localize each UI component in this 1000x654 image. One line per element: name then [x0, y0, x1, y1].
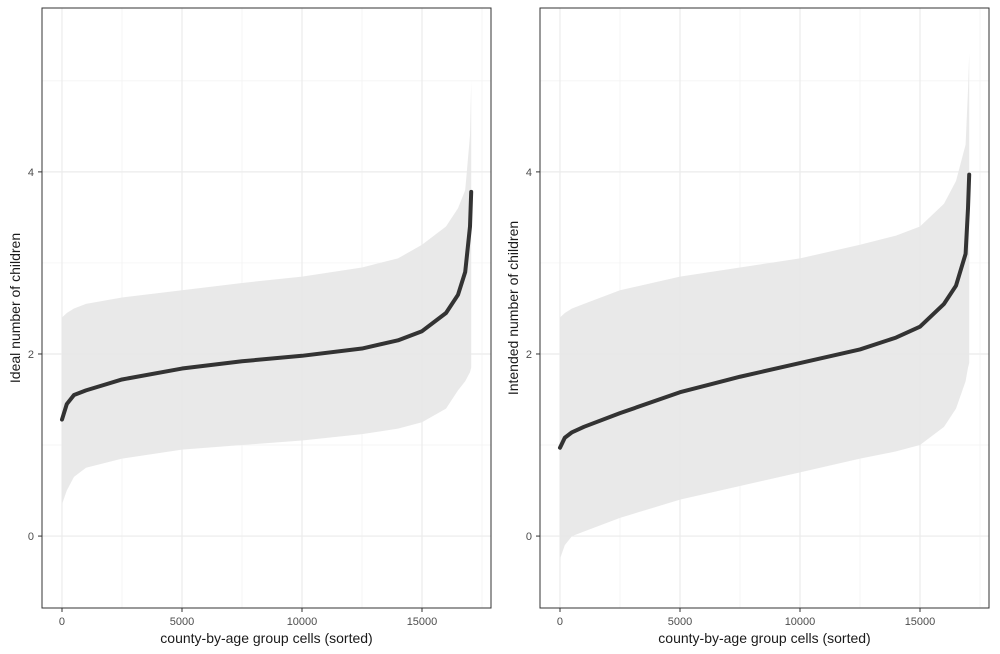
panel-1: 0 5000 10000 15000 0 2 4 county-by-age group ce… — [7, 7, 492, 646]
data-point — [300, 354, 304, 358]
data-point — [966, 206, 970, 210]
y-tick-label: 0 — [28, 531, 34, 543]
data-point — [463, 270, 467, 274]
y-tick-label: 4 — [28, 167, 34, 179]
data-point — [456, 293, 460, 297]
x-tick-label: 5000 — [668, 616, 692, 628]
data-point — [858, 347, 862, 351]
estimate-line — [557, 172, 972, 450]
data-point — [738, 375, 742, 379]
data-point — [942, 302, 946, 306]
data-point — [65, 402, 69, 406]
estimate-line — [59, 189, 474, 422]
y-tick-label: 2 — [526, 349, 532, 361]
data-point — [120, 377, 124, 381]
panel-2: 0 5000 10000 15000 0 2 4 county-by-age group ce… — [505, 7, 990, 646]
data-point — [570, 430, 574, 434]
data-point — [360, 347, 364, 351]
data-point — [240, 359, 244, 363]
x-axis-label: county-by-age group cells (sorted) — [658, 630, 870, 646]
data-point — [798, 361, 802, 365]
x-tick-label: 15000 — [905, 616, 936, 628]
data-point — [84, 388, 88, 392]
data-point — [60, 418, 64, 422]
data-point — [180, 367, 184, 371]
y-tick-label: 0 — [526, 531, 532, 543]
x-tick-label: 10000 — [287, 616, 318, 628]
data-point — [582, 425, 586, 429]
data-point — [558, 446, 562, 450]
data-point — [469, 190, 473, 194]
plot-border — [539, 7, 990, 609]
x-tick-label: 0 — [59, 616, 65, 628]
x-axis-label: county-by-age group cells (sorted) — [160, 630, 372, 646]
data-point — [618, 411, 622, 415]
x-tick-label: 5000 — [170, 616, 194, 628]
data-point — [468, 225, 472, 229]
data-point — [964, 252, 968, 256]
plot-border — [41, 7, 492, 609]
x-tick-label: 10000 — [785, 616, 816, 628]
y-axis-label: Ideal number of children — [7, 233, 23, 383]
data-point — [563, 436, 567, 440]
data-point — [967, 173, 971, 177]
x-tick-label: 15000 — [407, 616, 438, 628]
data-point — [72, 393, 76, 397]
y-tick-label: 2 — [28, 349, 34, 361]
data-point — [894, 336, 898, 340]
data-point — [918, 325, 922, 329]
confidence-band — [61, 80, 472, 505]
data-point — [444, 311, 448, 315]
y-axis-label: Intended number of children — [505, 221, 521, 395]
data-point — [396, 338, 400, 342]
y-tick-label: 4 — [526, 167, 532, 179]
data-point — [678, 390, 682, 394]
data-point — [954, 284, 958, 288]
data-point — [420, 329, 424, 333]
x-tick-label: 0 — [557, 616, 563, 628]
confidence-band — [559, 53, 970, 559]
